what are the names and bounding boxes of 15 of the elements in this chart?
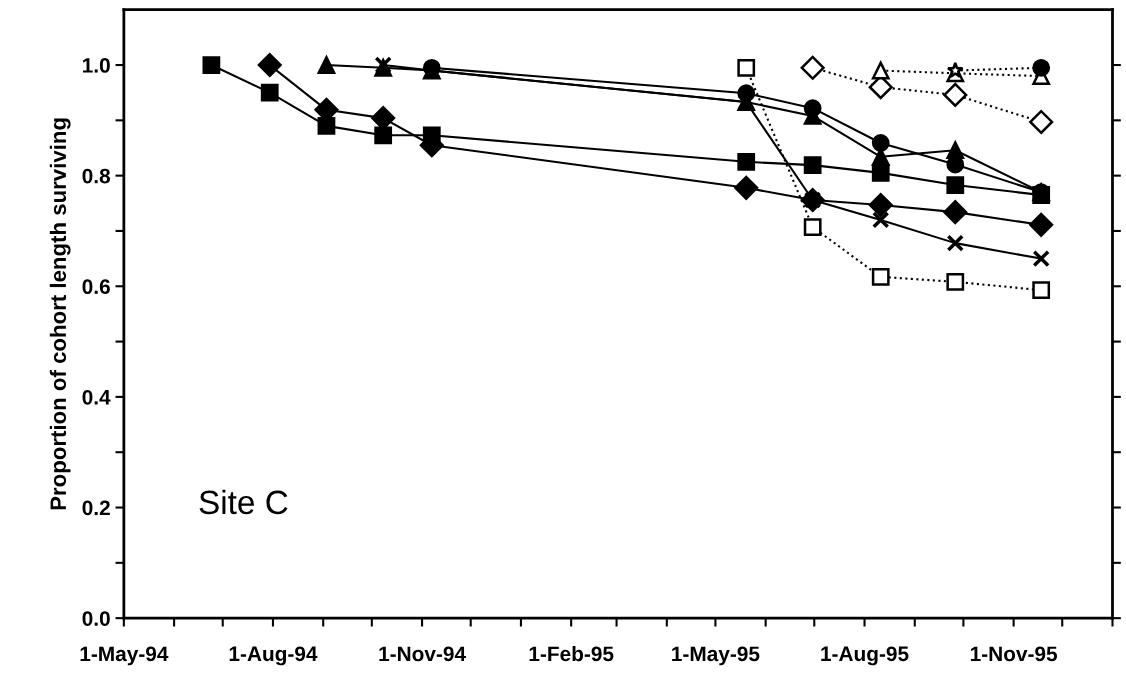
annotation: Site C — [199, 489, 288, 515]
y-tick-label: 0.2 — [82, 500, 110, 516]
y-tick-label: 0.8 — [82, 168, 111, 184]
y-tick-label: 0.6 — [82, 279, 110, 295]
y-tick-label: 0.0 — [82, 611, 110, 626]
x-tick-label: 1-May-95 — [672, 646, 760, 666]
x-tick-label: 1-Nov-94 — [379, 646, 466, 662]
x-tick-label: 1-Aug-94 — [229, 646, 318, 666]
x-tick-label: 1-May-94 — [80, 646, 169, 666]
x-tick-label: 1-Feb-95 — [529, 645, 614, 662]
x-tick-label: 1-Nov-95 — [970, 646, 1058, 662]
y-axis-title: Proportion of cohort length surviving — [49, 118, 71, 510]
y-tick-label: 0.4 — [82, 389, 111, 405]
x-tick-label: 1-Aug-95 — [821, 646, 909, 666]
y-tick-label: 1.0 — [83, 58, 110, 73]
